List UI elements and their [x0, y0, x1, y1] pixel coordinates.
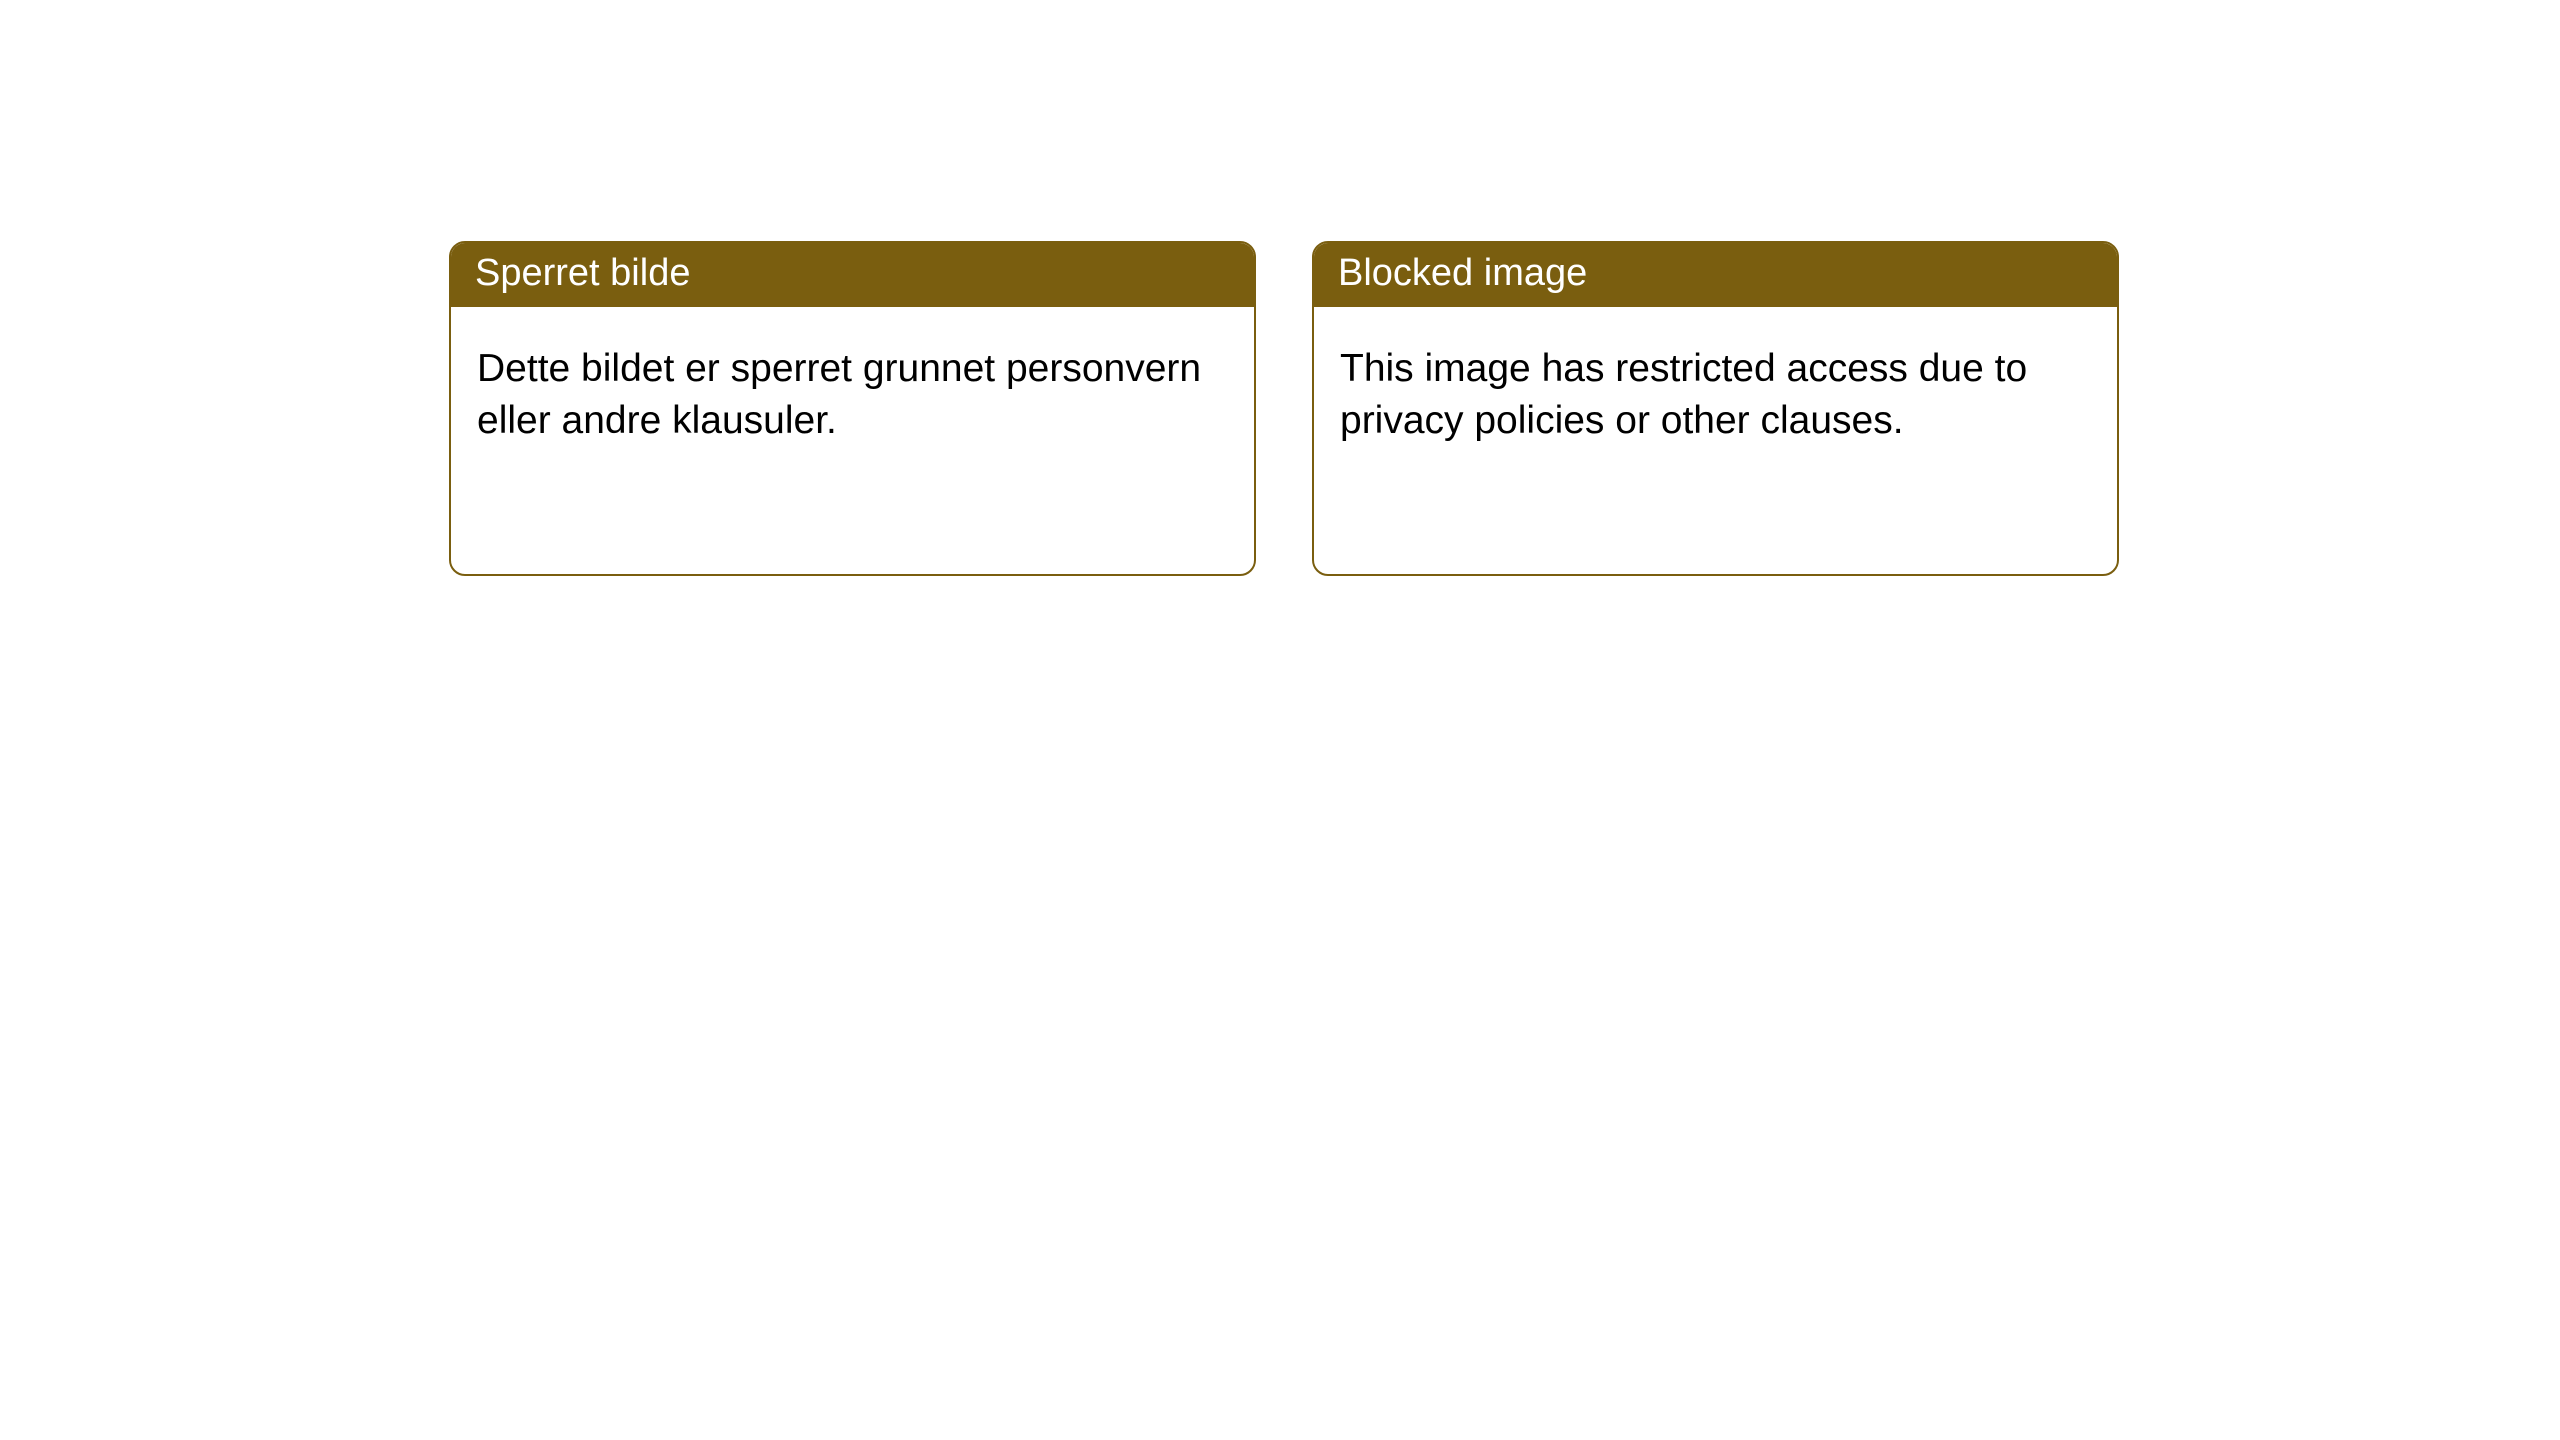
- notice-body: Dette bildet er sperret grunnet personve…: [451, 307, 1254, 474]
- notice-header: Blocked image: [1314, 243, 2117, 307]
- notice-header: Sperret bilde: [451, 243, 1254, 307]
- notice-container: Sperret bilde Dette bildet er sperret gr…: [0, 0, 2560, 576]
- notice-body: This image has restricted access due to …: [1314, 307, 2117, 474]
- notice-panel-norwegian: Sperret bilde Dette bildet er sperret gr…: [449, 241, 1256, 576]
- notice-panel-english: Blocked image This image has restricted …: [1312, 241, 2119, 576]
